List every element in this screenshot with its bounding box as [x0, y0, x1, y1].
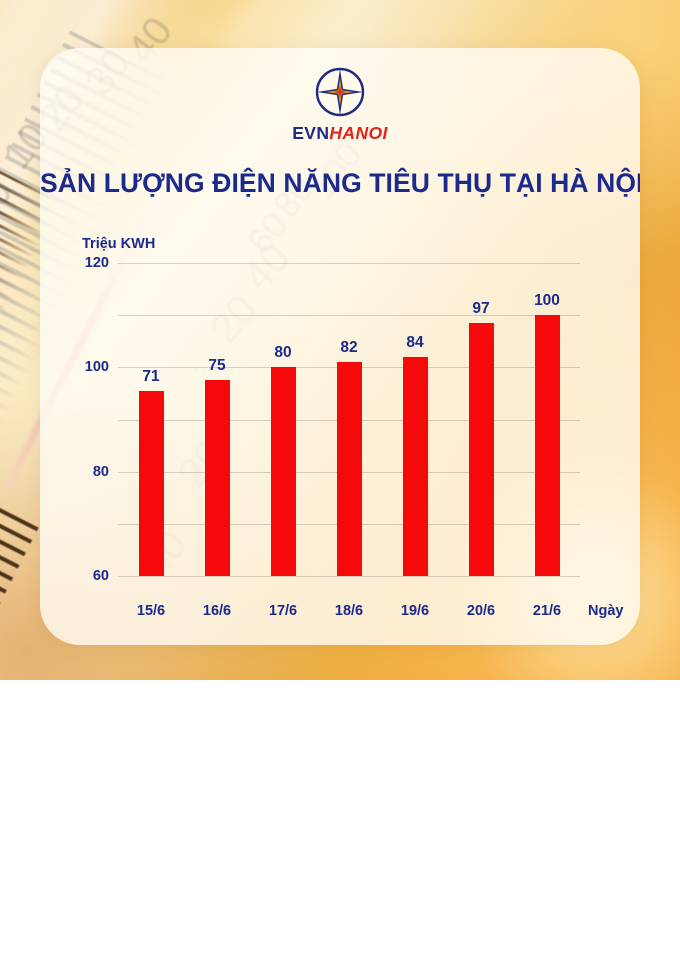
y-axis-label: Triệu KWH [82, 236, 156, 252]
gridline: 0 [118, 576, 580, 577]
bar[interactable]: 97 [468, 300, 494, 576]
x-axis-tick-label: 18/6 [334, 603, 364, 619]
bar[interactable]: 82 [336, 339, 362, 576]
bar-value-label: 82 [340, 339, 358, 357]
x-axis-tick-label: 17/6 [268, 603, 298, 619]
bar-value-label: 71 [142, 367, 160, 385]
brand-wordmark: EVNHANOI [40, 123, 640, 144]
bar[interactable]: 75 [204, 357, 230, 576]
gridline: 100 [85, 315, 580, 375]
bar-value-label: 80 [274, 344, 292, 362]
bar[interactable]: 100 [534, 292, 560, 576]
x-axis-tick-label: 15/6 [136, 603, 166, 619]
bar-value-label: 84 [406, 333, 424, 351]
x-axis-tick-label: 20/6 [466, 603, 496, 619]
page-title: SẢN LƯỢNG ĐIỆN NĂNG TIÊU THỤ TẠI HÀ NỘI [40, 168, 640, 198]
x-axis-tick-label: 21/6 [532, 603, 562, 619]
bar-cell[interactable]: 80 [250, 263, 316, 576]
brand-name-secondary: HANOI [329, 123, 388, 143]
bar-chart: Triệu KWH 020406080100120 71758082849710… [40, 236, 640, 636]
bar-cell[interactable]: 71 [118, 263, 184, 576]
y-axis-tick-label: 60 [92, 568, 109, 584]
bar-cell[interactable]: 100 [514, 263, 580, 576]
x-axis-label: Ngày [588, 603, 624, 619]
brand-logo: EVNHANOI [40, 64, 640, 144]
bar-cell[interactable]: 75 [184, 263, 250, 576]
y-axis-tick-label: 100 [84, 359, 109, 376]
x-axis-tick-label: 19/6 [400, 603, 430, 619]
x-axis-tick-label: 16/6 [202, 603, 232, 619]
thermometer-scale-ticks-dark-lower [0, 480, 39, 733]
gridline: 120 [85, 255, 580, 271]
infographic-card: EVNHANOI SẢN LƯỢNG ĐIỆN NĂNG TIÊU THỤ TẠ… [40, 48, 640, 645]
bar-value-label: 100 [534, 292, 560, 310]
evn-four-point-star-logo-icon [315, 67, 365, 117]
bar[interactable]: 84 [402, 334, 428, 576]
brand-name-primary: EVN [292, 123, 330, 143]
bar-cell[interactable]: 97 [448, 263, 514, 576]
x-axis-ticks: 15/6 16/6 17/6 18/6 19/6 20/6 21/6 [118, 603, 580, 619]
bar-value-label: 97 [472, 300, 490, 317]
bar-series: 71 75 80 82 84 97 100 [118, 263, 580, 576]
bar[interactable]: 80 [270, 344, 296, 576]
y-axis-tick-label: 120 [84, 255, 109, 271]
bar-value-label: 75 [208, 357, 226, 375]
y-axis-tick-label: 80 [92, 463, 109, 480]
bar-cell[interactable]: 84 [382, 263, 448, 576]
bar-cell[interactable]: 82 [316, 263, 382, 576]
bar[interactable]: 71 [138, 368, 164, 576]
